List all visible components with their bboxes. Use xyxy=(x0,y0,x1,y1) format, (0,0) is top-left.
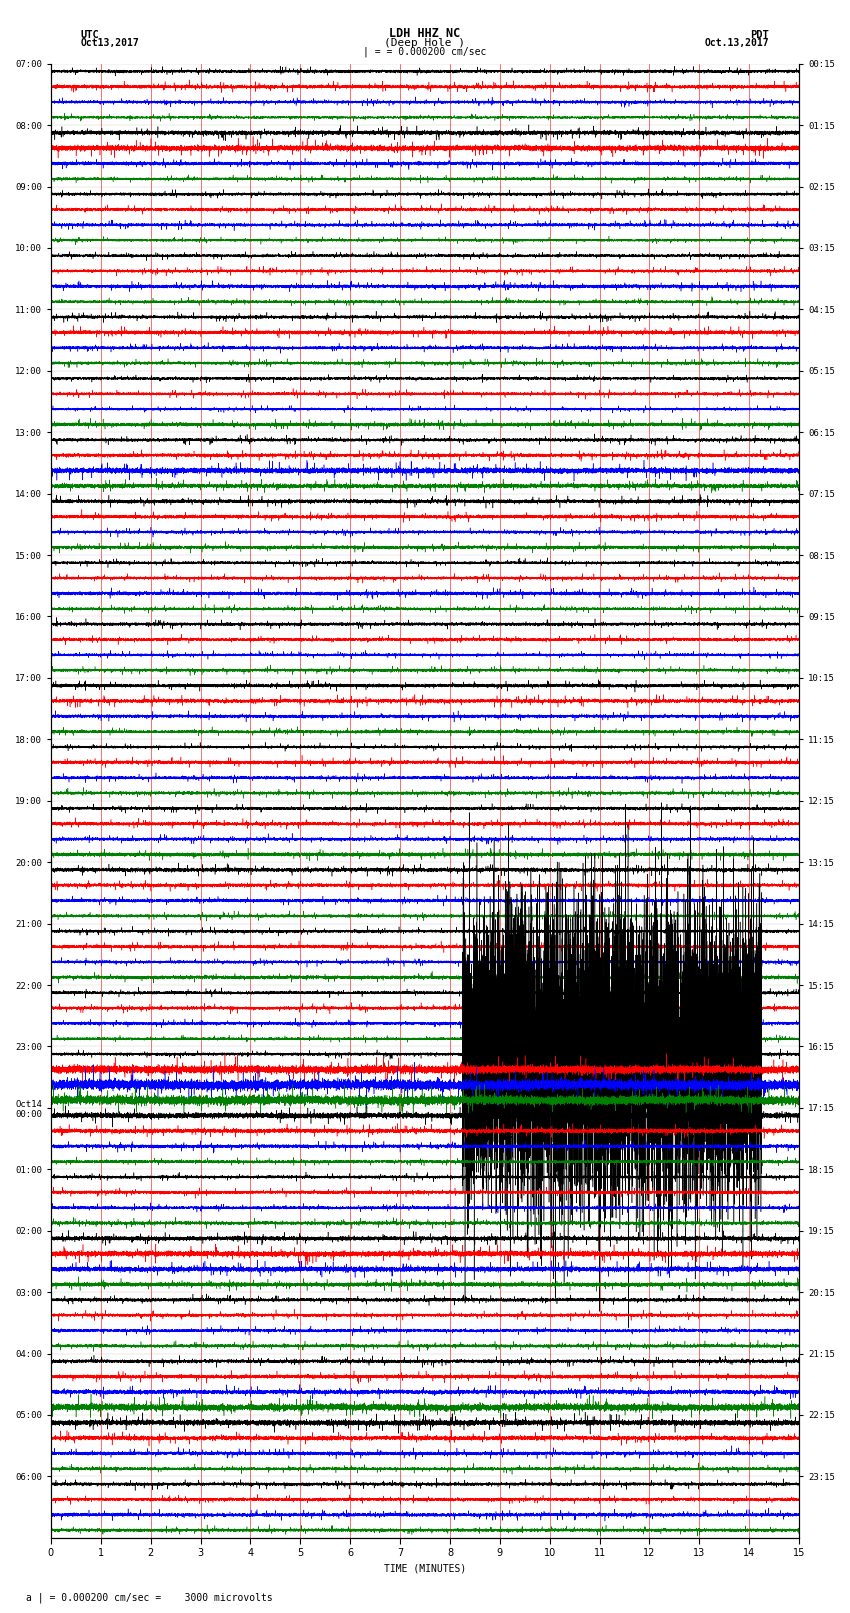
X-axis label: TIME (MINUTES): TIME (MINUTES) xyxy=(384,1565,466,1574)
Text: (Deep Hole ): (Deep Hole ) xyxy=(384,39,466,48)
Text: Oct.13,2017: Oct.13,2017 xyxy=(705,39,769,48)
Text: PDT: PDT xyxy=(751,29,769,39)
Text: LDH HHZ NC: LDH HHZ NC xyxy=(389,26,461,39)
Text: UTC: UTC xyxy=(81,29,99,39)
Text: | = = 0.000200 cm/sec: | = = 0.000200 cm/sec xyxy=(363,47,487,56)
Text: a | = 0.000200 cm/sec =    3000 microvolts: a | = 0.000200 cm/sec = 3000 microvolts xyxy=(26,1592,272,1603)
Text: Oct13,2017: Oct13,2017 xyxy=(81,39,139,48)
